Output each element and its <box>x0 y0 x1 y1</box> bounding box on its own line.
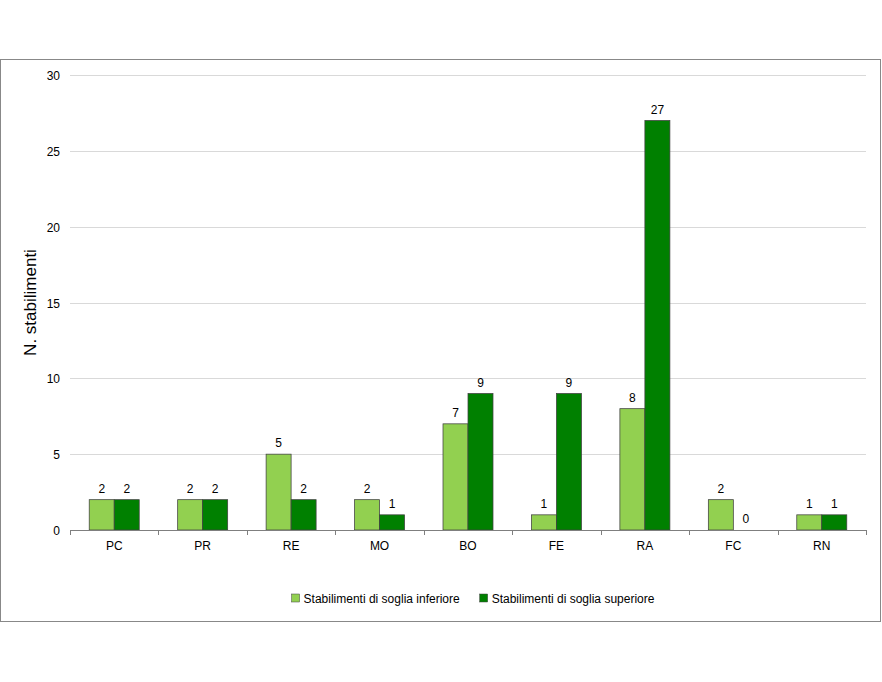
bar <box>620 409 645 530</box>
x-tick-label: RE <box>283 539 300 553</box>
x-tick <box>335 530 336 535</box>
grid-line <box>70 151 866 152</box>
bar <box>645 121 670 531</box>
legend-label: Stabilimenti di soglia superiore <box>492 592 655 606</box>
x-tick-label: MO <box>370 539 389 553</box>
data-label: 1 <box>831 497 838 511</box>
data-label: 2 <box>364 482 371 496</box>
chart-frame <box>1 60 881 622</box>
legend-item: Stabilimenti di soglia inferiore <box>292 592 460 606</box>
legend-swatch <box>480 594 488 602</box>
grid-line <box>70 303 866 304</box>
x-tick-label: PC <box>106 539 123 553</box>
legend-swatch <box>292 594 300 602</box>
data-label: 1 <box>806 497 813 511</box>
bar <box>822 515 847 530</box>
y-tick-label: 5 <box>53 448 60 462</box>
data-label: 2 <box>187 482 194 496</box>
data-label: 0 <box>742 512 749 526</box>
x-tick-label: RN <box>813 539 830 553</box>
x-tick <box>424 530 425 535</box>
data-label: 2 <box>123 482 130 496</box>
bar <box>468 394 493 531</box>
bar <box>266 454 291 530</box>
x-tick-label: FE <box>549 539 564 553</box>
grid-line <box>70 227 866 228</box>
x-tick-label: BO <box>459 539 476 553</box>
data-labels: 2222522179198272011 <box>98 103 838 527</box>
legend: Stabilimenti di soglia inferiore Stabilim… <box>292 592 655 606</box>
bar <box>733 530 758 531</box>
bar <box>443 424 468 530</box>
x-tick <box>512 530 513 535</box>
y-tick-label: 30 <box>47 69 61 83</box>
bar <box>797 515 822 530</box>
data-label: 2 <box>212 482 219 496</box>
data-label: 2 <box>717 482 724 496</box>
y-axis-label: N. stabilimenti <box>21 249 40 356</box>
x-tick <box>70 530 71 535</box>
data-label: 7 <box>452 406 459 420</box>
bar <box>114 500 139 530</box>
x-tick <box>601 530 602 535</box>
data-label: 9 <box>566 376 573 390</box>
x-axis-line <box>70 530 866 531</box>
data-label: 1 <box>541 497 548 511</box>
grid-line <box>70 75 866 76</box>
x-tick-label: FC <box>725 539 741 553</box>
x-tick-label: RA <box>637 539 654 553</box>
x-tick-label: PR <box>194 539 211 553</box>
bar <box>708 500 733 530</box>
data-label: 27 <box>651 103 665 117</box>
data-label: 2 <box>98 482 105 496</box>
data-label: 8 <box>629 391 636 405</box>
y-tick-label: 0 <box>53 524 60 538</box>
legend-item: Stabilimenti di soglia superiore <box>480 592 655 606</box>
data-label: 9 <box>477 376 484 390</box>
chart: 051015202530N. stabilimenti2222522179198… <box>0 0 882 682</box>
x-tick <box>778 530 779 535</box>
bar <box>178 500 203 530</box>
bar <box>291 500 316 530</box>
data-label: 5 <box>275 436 282 450</box>
grid <box>70 76 866 531</box>
bar <box>531 515 556 530</box>
x-tick <box>247 530 248 535</box>
bar <box>203 500 228 530</box>
y-tick-label: 25 <box>47 145 61 159</box>
bars <box>89 121 847 531</box>
data-label: 2 <box>300 482 307 496</box>
bar <box>355 500 380 530</box>
y-tick-label: 20 <box>47 221 61 235</box>
legend-label: Stabilimenti di soglia inferiore <box>304 592 460 606</box>
bar <box>89 500 114 530</box>
x-tick <box>158 530 159 535</box>
x-tick <box>689 530 690 535</box>
x-tick <box>866 530 867 535</box>
grid-line <box>70 378 866 379</box>
data-label: 1 <box>389 497 396 511</box>
bar <box>380 515 405 530</box>
grid-line <box>70 530 866 531</box>
bar <box>556 394 581 531</box>
y-tick-label: 10 <box>47 372 61 386</box>
y-tick-label: 15 <box>47 297 61 311</box>
